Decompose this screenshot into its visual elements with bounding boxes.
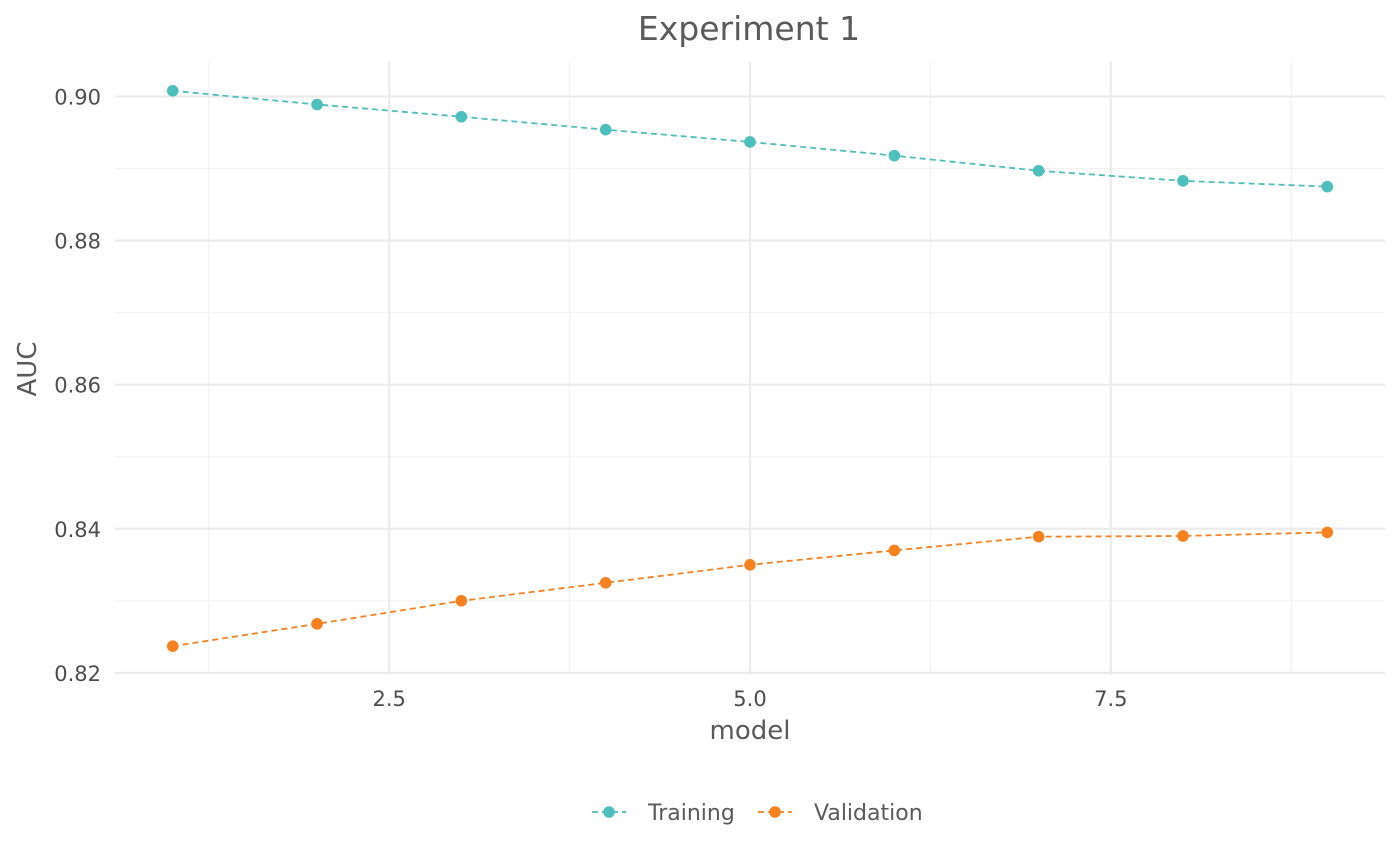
data-point [888, 544, 901, 557]
grid [115, 62, 1385, 675]
x-tick-label: 5.0 [733, 687, 766, 711]
data-point [311, 98, 323, 111]
y-axis-ticks: 0.82 0.84 0.86 0.88 0.90 [54, 86, 101, 686]
legend-item-validation: Validation [758, 801, 923, 826]
y-tick-label: 0.84 [54, 518, 101, 542]
legend-key-point [603, 806, 615, 818]
data-point [599, 576, 612, 589]
data-point [455, 110, 468, 123]
legend-key-point [769, 806, 781, 818]
series-training [166, 85, 1334, 193]
data-point [1177, 530, 1189, 542]
data-point [1032, 164, 1045, 177]
x-tick-label: 7.5 [1094, 687, 1127, 711]
legend-item-training: Training [592, 801, 735, 826]
legend-label: Validation [814, 801, 923, 826]
data-point [599, 123, 612, 136]
chart-title: Experiment 1 [638, 9, 860, 48]
data-point [1177, 175, 1189, 187]
data-point [166, 85, 179, 97]
data-point [311, 618, 323, 630]
data-point [455, 595, 468, 607]
data-point [166, 640, 179, 652]
y-tick-label: 0.82 [54, 662, 101, 686]
data-point [1032, 530, 1045, 543]
y-tick-label: 0.90 [54, 86, 101, 110]
y-tick-label: 0.88 [54, 230, 101, 254]
data-point [744, 558, 756, 571]
data-point [1321, 180, 1334, 193]
x-tick-label: 2.5 [373, 687, 406, 711]
legend: Training Validation [592, 801, 923, 826]
series-validation [166, 526, 1334, 652]
y-axis-title: AUC [13, 342, 43, 397]
x-axis-title: model [710, 716, 791, 746]
series-line [172, 89, 1328, 188]
data-point [744, 136, 756, 148]
data-point [1321, 526, 1334, 539]
series [166, 85, 1334, 652]
legend-label: Training [647, 801, 735, 826]
x-axis-ticks: 2.5 5.0 7.5 [373, 687, 1128, 711]
data-point [888, 149, 901, 162]
y-tick-label: 0.86 [54, 374, 101, 398]
